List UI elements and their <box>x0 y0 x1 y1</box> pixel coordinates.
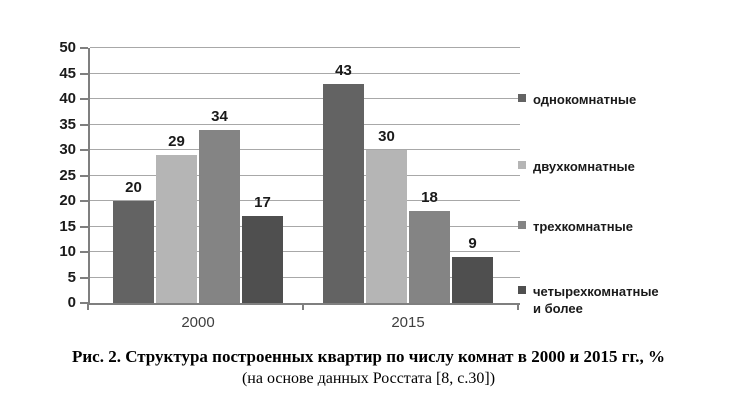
legend-marker-icon <box>518 221 526 229</box>
y-axis-tick <box>80 276 88 279</box>
legend-item: четырехкомнатные и более <box>518 283 659 317</box>
legend-marker-icon <box>518 94 526 102</box>
legend-item: двухкомнатные <box>518 158 635 175</box>
bar-group-2000: 20 29 34 17 <box>113 108 283 303</box>
x-axis-tick <box>517 303 519 310</box>
legend-label: четырехкомнатные и более <box>533 284 659 316</box>
bar-value-label: 34 <box>211 107 228 125</box>
y-axis-tick <box>80 47 88 49</box>
y-axis-tick <box>80 251 88 253</box>
y-axis-label: 0 <box>67 294 76 311</box>
y-axis-label: 10 <box>59 243 76 260</box>
caption-title: Рис. 2. Структура построенных квартир по… <box>71 347 666 366</box>
gridline <box>90 251 520 252</box>
bar-однокомнатные-2000: 20 <box>113 179 154 303</box>
y-axis-label: 5 <box>67 268 76 286</box>
bar-value-label: 30 <box>378 128 395 145</box>
plot-area: 20 29 34 17 43 30 18 9 <box>88 47 520 305</box>
gridline <box>90 72 520 74</box>
bar-четырехкомнатные и более-2015: 9 <box>452 235 493 303</box>
bar-value-label: 43 <box>335 61 352 79</box>
x-axis-tick <box>302 303 304 310</box>
gridline <box>90 200 520 201</box>
y-axis-tick <box>80 72 88 75</box>
gridline <box>90 149 520 150</box>
legend-marker-icon <box>518 161 526 169</box>
x-axis-category-label: 2015 <box>391 314 425 331</box>
gridline <box>90 174 520 176</box>
legend-marker-icon <box>518 286 526 294</box>
bar-value-label: 20 <box>125 179 142 196</box>
bar-трехкомнатные-2015: 18 <box>409 189 450 303</box>
figure-caption: Рис. 2. Структура построенных квартир по… <box>0 346 737 389</box>
gridline <box>90 225 520 227</box>
bar-value-label: 29 <box>168 133 185 151</box>
bar-value-label: 9 <box>468 235 477 253</box>
x-axis-category-label: 2000 <box>181 314 215 331</box>
y-axis-label: 25 <box>59 166 76 184</box>
x-axis-tick <box>87 303 89 310</box>
y-axis-tick <box>80 98 88 100</box>
bar-group-2015: 43 30 18 9 <box>323 62 493 303</box>
y-axis-tick <box>80 174 88 177</box>
gridline <box>90 276 520 278</box>
y-axis-label: 30 <box>59 141 76 158</box>
legend-label: трехкомнатные <box>533 219 633 234</box>
legend-label: двухкомнатные <box>533 159 635 174</box>
legend-label: однокомнатные <box>533 92 637 107</box>
y-axis-label: 40 <box>59 90 76 107</box>
bar-однокомнатные-2015: 43 <box>323 62 364 303</box>
y-axis-label: 50 <box>59 39 76 56</box>
y-axis-label: 20 <box>59 192 76 209</box>
legend-item: однокомнатные <box>518 91 636 108</box>
y-axis-label: 35 <box>59 115 76 133</box>
legend-item: трехкомнатные <box>518 218 633 235</box>
y-axis-tick <box>80 149 88 151</box>
gridline <box>90 123 520 125</box>
y-axis-label: 45 <box>59 64 76 82</box>
y-axis-tick <box>80 302 88 304</box>
caption-source: (на основе данных Росстата [8, с.30]) <box>241 370 496 387</box>
bar-двухкомнатные-2015: 30 <box>366 128 407 303</box>
gridline <box>90 98 520 99</box>
bar-value-label: 18 <box>421 189 438 207</box>
y-axis-label: 15 <box>59 217 76 235</box>
bar-четырехкомнатные и более-2000: 17 <box>242 194 283 303</box>
y-axis-tick <box>80 200 88 202</box>
bar-value-label: 17 <box>254 194 271 212</box>
gridline <box>90 47 520 49</box>
y-axis-tick <box>80 225 88 228</box>
bar-двухкомнатные-2000: 29 <box>156 133 197 303</box>
y-axis-tick <box>80 123 88 126</box>
bar-трехкомнатные-2000: 34 <box>199 108 240 303</box>
